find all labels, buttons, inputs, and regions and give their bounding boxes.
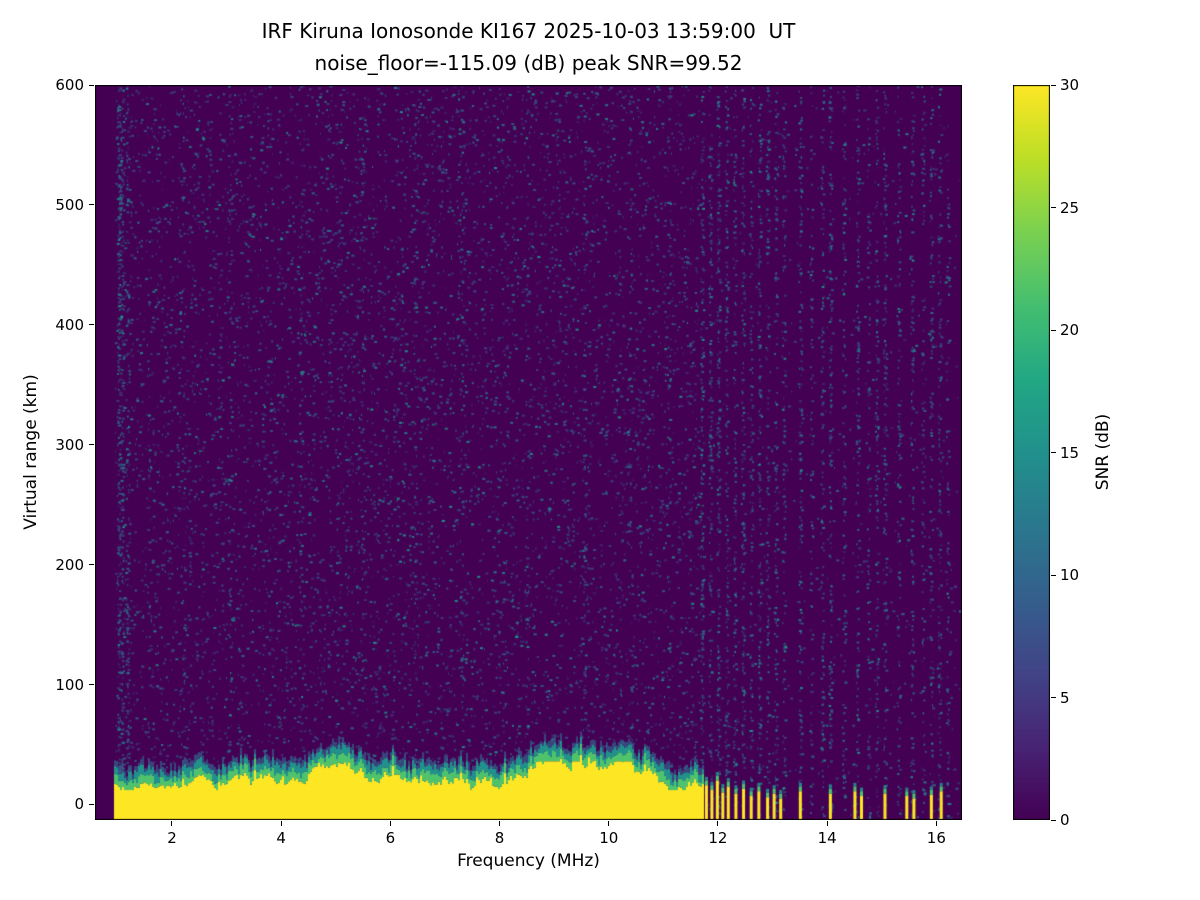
y-tick-label: 600 [55, 76, 84, 94]
x-tick-label: 12 [708, 829, 728, 847]
colorbar-tick-label: 20 [1060, 321, 1080, 339]
colorbar-tick-mark [1051, 697, 1056, 698]
y-tick-label: 300 [55, 435, 84, 454]
chart-subtitle: noise_floor=-115.09 (dB) peak SNR=99.52 [314, 51, 743, 75]
y-tick-mark [89, 564, 94, 566]
colorbar-tick-label: 5 [1060, 688, 1070, 707]
y-tick-label: 100 [55, 675, 84, 694]
x-tick-mark [499, 821, 501, 826]
y-tick-mark [89, 803, 94, 805]
x-tick-mark [826, 821, 828, 826]
x-tick-label: 16 [926, 829, 946, 847]
colorbar-tick-mark [1051, 574, 1056, 576]
y-tick-mark [89, 324, 94, 326]
colorbar-tick-mark [1051, 329, 1056, 331]
y-tick-label: 200 [55, 555, 84, 574]
y-tick-label: 500 [55, 195, 84, 214]
colorbar [1013, 85, 1050, 820]
colorbar-tick-mark [1051, 84, 1056, 86]
colorbar-tick-label: 15 [1060, 443, 1080, 462]
y-tick-mark [89, 444, 94, 446]
ionogram-heatmap [95, 85, 962, 820]
colorbar-tick-label: 25 [1060, 198, 1080, 217]
colorbar-tick-mark [1051, 207, 1056, 208]
y-tick-label: 400 [55, 315, 84, 334]
colorbar-tick-label: 30 [1060, 76, 1080, 94]
x-tick-mark [608, 821, 610, 826]
y-tick-mark [89, 84, 94, 86]
x-tick-mark [171, 821, 173, 826]
x-tick-label: 10 [599, 829, 619, 847]
colorbar-tick-label: 10 [1060, 566, 1080, 584]
colorbar-tick-mark [1051, 452, 1056, 453]
x-tick-label: 6 [385, 829, 396, 847]
x-axis-label: Frequency (MHz) [457, 851, 600, 871]
y-tick-mark [89, 684, 94, 685]
colorbar-tick-mark [1051, 819, 1056, 821]
chart-title: IRF Kiruna Ionosonde KI167 2025-10-03 13… [261, 19, 796, 43]
y-tick-label: 0 [74, 795, 84, 814]
x-tick-label: 8 [494, 829, 505, 847]
x-tick-mark [935, 821, 937, 826]
x-tick-label: 4 [276, 829, 286, 847]
y-tick-mark [89, 204, 94, 206]
colorbar-tick-label: 0 [1060, 811, 1070, 829]
x-tick-mark [280, 821, 282, 826]
x-tick-label: 14 [817, 829, 837, 847]
x-tick-label: 2 [167, 829, 177, 847]
x-tick-mark [389, 821, 391, 826]
x-tick-mark [717, 821, 719, 826]
